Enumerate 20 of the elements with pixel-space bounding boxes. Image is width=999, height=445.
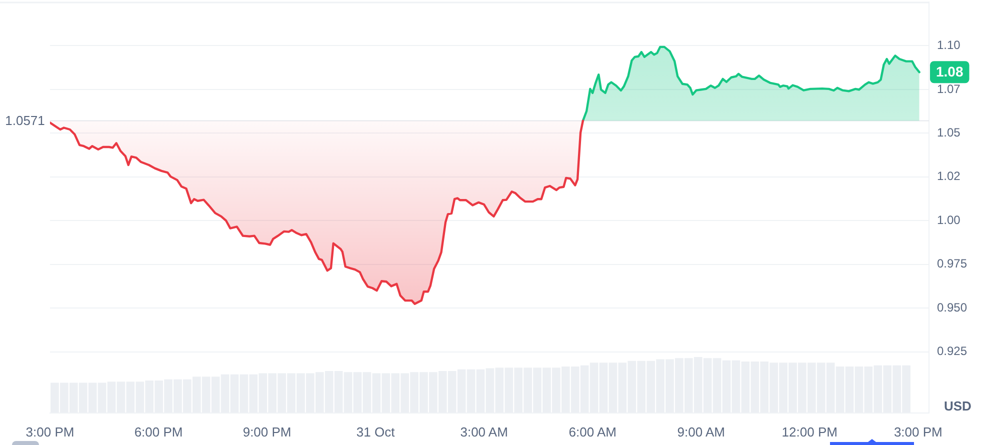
x-tick-label: 3:00 AM — [460, 424, 508, 440]
y-tick-label: 0.975 — [937, 256, 968, 271]
y-tick-label: 0.925 — [937, 344, 968, 358]
data-label: 1.08 — [936, 63, 964, 80]
x-tick-label: 3:00 PM — [894, 424, 942, 440]
x-tick-label: 12:00 PM — [782, 424, 838, 440]
x-tick-label: 3:00 PM — [26, 424, 74, 440]
y-tick-label: 1.05 — [937, 125, 961, 140]
ref-line-label: 1.0571 — [5, 112, 45, 128]
y-tick-label: 1.00 — [937, 212, 961, 227]
x-tick-label: 9:00 PM — [242, 424, 292, 440]
y-tick-label: 0.950 — [937, 300, 968, 314]
y-tick-label: 1.10 — [937, 38, 961, 52]
x-tick-label: 6:00 AM — [568, 424, 616, 440]
y-tick-label: 1.02 — [937, 169, 961, 184]
x-tick-label: 9:00 AM — [677, 424, 725, 440]
y-axis-title: USD — [944, 398, 972, 414]
x-tick-label: 31 Oct — [356, 424, 396, 440]
x-tick-label: 6:00 PM — [134, 424, 183, 440]
y-tick-label: 1.07 — [937, 82, 961, 96]
